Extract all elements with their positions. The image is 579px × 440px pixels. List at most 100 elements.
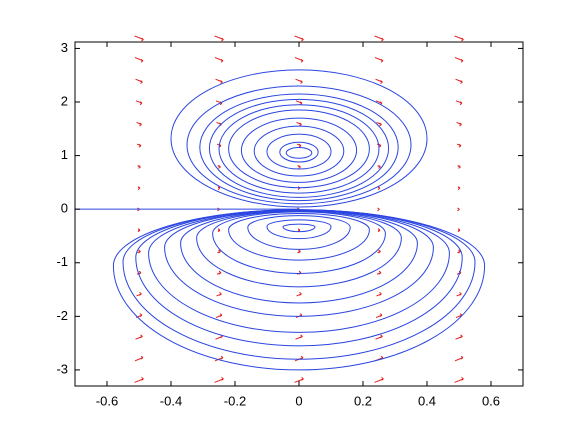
quiver-arrow: [216, 270, 222, 275]
contour-line: [180, 210, 418, 304]
quiver-arrow: [295, 334, 303, 340]
quiver-arrow: [137, 165, 141, 169]
quiver-arrow: [217, 228, 221, 233]
quiver-arrow: [217, 186, 221, 191]
quiver-arrow: [454, 35, 464, 42]
contour-line: [170, 69, 428, 208]
quiver-arrow: [374, 376, 384, 383]
quiver-arrow: [214, 57, 224, 63]
quiver-arrow: [457, 249, 461, 254]
quiver-arrow: [134, 57, 144, 63]
y-tick-label: -2: [56, 308, 68, 323]
contour-line: [186, 85, 412, 205]
contour-line: [228, 109, 370, 189]
contour-line: [228, 212, 370, 261]
contour-line: [240, 117, 358, 183]
contour-line: [247, 215, 351, 250]
quiver-arrow: [374, 35, 384, 42]
quiver-arrow: [214, 376, 224, 383]
contour-line: [208, 98, 390, 198]
quiver-arrow: [296, 292, 302, 297]
contour-line: [218, 104, 380, 194]
quiver-arrow: [457, 165, 461, 169]
x-tick-label: 0: [295, 393, 302, 408]
quiver-arrow: [137, 249, 141, 254]
quiver-arrow: [295, 100, 303, 106]
quiver-arrow: [296, 143, 302, 148]
x-tick-label: -0.6: [96, 393, 118, 408]
y-tick-label: 2: [61, 93, 68, 108]
quiver-arrow: [455, 100, 463, 106]
quiver-arrow: [294, 376, 304, 383]
contour-line: [282, 223, 316, 233]
quiver-arrow: [134, 355, 144, 362]
quiver-arrow: [375, 313, 383, 319]
contour-line: [266, 219, 332, 240]
quiver-arrow: [217, 165, 221, 169]
x-tick-label: 0.2: [354, 393, 372, 408]
quiver-arrow: [134, 376, 144, 383]
quiver-arrow: [377, 207, 380, 212]
quiver-arrow: [214, 355, 224, 362]
quiver-arrow: [297, 165, 301, 169]
quiver-arrow: [295, 78, 303, 84]
contour-line: [199, 93, 399, 202]
quiver-arrow: [457, 186, 461, 191]
quiver-arrow: [376, 121, 382, 127]
quiver-arrow: [456, 143, 462, 148]
quiver-arrow: [137, 228, 141, 233]
quiver-arrow: [457, 207, 460, 212]
contour-line: [212, 211, 386, 274]
x-tick-label: 0.4: [418, 393, 436, 408]
quiver-arrow: [296, 121, 302, 127]
quiver-arrow: [215, 313, 223, 319]
y-tick-label: -1: [56, 254, 68, 269]
y-tick-label: 1: [61, 147, 68, 162]
quiver-arrow: [294, 355, 304, 362]
quiver-arrow: [454, 376, 464, 383]
contour-line: [112, 209, 486, 371]
quiver-arrow: [215, 78, 223, 84]
quiver-arrow: [214, 35, 224, 42]
quiver-arrow: [297, 249, 301, 254]
contour-line: [164, 209, 434, 317]
contour-line: [196, 210, 402, 288]
contour-line: [285, 147, 313, 159]
quiver-arrow: [135, 334, 143, 340]
x-tick-label: -0.4: [160, 393, 182, 408]
quiver-arrow: [137, 186, 141, 191]
quiver-arrow: [454, 355, 464, 362]
quiver-arrow: [294, 35, 304, 42]
quiver-arrow: [374, 57, 384, 63]
contour-line: [253, 125, 345, 177]
quiver-arrow: [217, 249, 221, 254]
quiver-arrow: [134, 35, 144, 42]
quiver-arrow: [135, 100, 143, 106]
quiver-arrow: [294, 57, 304, 63]
x-tick-label: -0.2: [224, 393, 246, 408]
quiver-arrow: [377, 186, 381, 191]
quiver-arrow: [456, 292, 462, 297]
x-tick-label: 0.6: [482, 393, 500, 408]
quiver-arrow: [375, 334, 383, 340]
quiver-arrow: [136, 121, 142, 127]
contour-line: [148, 209, 450, 333]
quiver-arrow: [377, 228, 381, 233]
quiver-arrow: [136, 143, 142, 148]
contour-line: [266, 133, 332, 170]
quiver-arrow: [376, 292, 382, 297]
quiver-arrow: [455, 78, 463, 84]
contour-line: [135, 209, 463, 347]
contour-line: [122, 209, 476, 360]
quiver-arrow: [375, 78, 383, 84]
quiver-arrow: [457, 228, 461, 233]
quiver-arrow: [295, 313, 303, 319]
y-tick-label: 0: [61, 201, 68, 216]
y-tick-label: 3: [61, 40, 68, 55]
contour-line: [279, 141, 319, 163]
quiver-arrow: [136, 292, 142, 297]
quiver-arrow: [456, 121, 462, 127]
y-tick-label: -3: [56, 361, 68, 376]
